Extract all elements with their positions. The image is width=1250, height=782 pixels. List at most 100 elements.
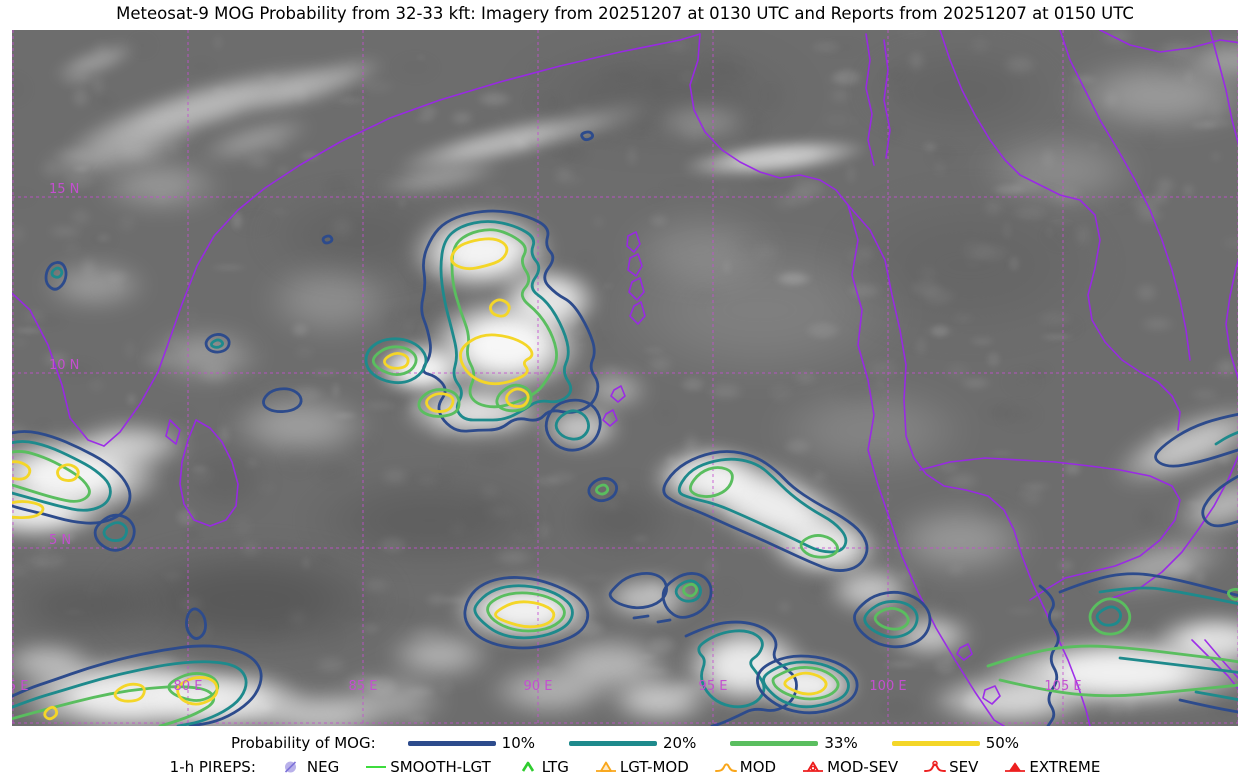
mog-contour-10pct [1154,412,1238,468]
mog-contour-50pct [56,463,80,482]
legend-pireps-row: 1-h PIREPS: NEG SMOOTH-LGT LTG LGT-MOD MOD MO… [0,755,1250,779]
mog-contour-10pct [93,513,136,552]
mog-contour-50pct [505,387,530,408]
legend-pirep-item: MOD-SEV [802,758,898,776]
legend-pirep-item: NEG [282,758,339,776]
coastline-india-west-coast [12,292,105,447]
coastline-malacca-island [982,685,1001,705]
mog-contour-20pct [762,660,850,709]
mog-contour-20pct [439,220,573,422]
pirep-green-line-icon [365,759,387,775]
mog-contour-20pct [210,338,225,349]
longitude-label: 105 E [1044,679,1081,694]
mog-contour-33pct [12,450,91,503]
coastline-nicobar-island-2 [602,409,618,427]
pirep-orange-hump-icon [714,759,737,775]
coastline-sumatra-coast-1 [1191,639,1238,690]
mog-contour-10pct [463,576,590,650]
pirep-item-label: SMOOTH-LGT [390,758,491,776]
legend-probability-item: 20% [569,734,696,752]
mog-contour-50pct [43,705,59,721]
map-overlay-svg: 75 E 80 E 85 E 90 E 95 E 100 E 105 E 15 N 10 N 5 … [12,30,1238,726]
gridlines [12,30,1238,726]
longitude-label: 75 E [12,679,28,694]
probability-item-label: 10% [501,734,536,752]
coastline-china-border [1099,30,1238,53]
mog-contour-33pct [986,644,1238,668]
mog-contour-50pct [494,600,556,629]
coastline-andaman-island-1 [626,231,641,253]
mog-contour-10pct [204,333,231,354]
longitude-label: 80 E [174,679,203,694]
pirep-item-label: MOD [739,758,777,776]
mog-contour-33pct [1088,597,1132,636]
longitude-label: 100 E [869,679,906,694]
pirep-item-label: LTG [541,758,569,776]
mog-contour-33pct [417,388,461,418]
latitude-label: 5 N [49,533,71,548]
mog-contour-33pct [998,678,1238,698]
mog-contour-50pct [113,682,146,703]
mog-contour-20pct [12,660,248,726]
mog-contour-20pct [12,440,112,512]
mog-contour-20pct [1118,656,1238,674]
coastline-phuket-island [956,643,973,661]
mog-contour-33pct [12,685,216,726]
coastline-bangladesh-river-1 [865,33,875,166]
mog-contour-50pct [425,392,455,413]
pirep-item-label: SEV [949,758,979,776]
coastline-myanmar-thailand-border [847,204,907,436]
mog-contour-50pct [450,237,509,271]
mog-contour-10pct [632,614,650,620]
legend-pirep-item: MOD [714,758,777,776]
mog-contour-50pct [459,333,534,386]
mog-contour-10pct [853,590,932,649]
coastline-myanmar-malay-coast [847,204,1005,726]
satellite-map: 75 E 80 E 85 E 90 E 95 E 100 E 105 E 15 N 10 N 5 … [12,30,1238,726]
mog-contour-20pct [1098,586,1238,606]
mog-contour-10pct [661,572,713,619]
pirep-item-label: NEG [306,758,340,776]
probability-line-swatch [891,740,980,746]
coastline-sumatra-coast-2 [1204,639,1238,679]
pirep-item-label: EXTREME [1029,758,1101,776]
mog-contour-50pct [489,298,511,318]
probability-line-swatch [569,740,658,746]
coastline-andaman-island-4 [629,301,646,325]
legend-pirep-item: EXTREME [1004,758,1100,776]
mog-contour-10pct [44,261,68,291]
mog-contour-20pct [674,579,702,603]
pirep-orange-open-triangle-icon [595,759,617,775]
legend-pirep-item: SEV [924,758,978,776]
mog-contour-20pct [1095,605,1122,627]
pirep-red-open-triangle-dot-icon [802,759,824,775]
mog-contour-10pct [1058,572,1238,597]
longitude-label: 90 E [524,679,553,694]
pirep-neg-circle-slash-icon [282,759,304,775]
mog-contour-10pct [321,234,334,245]
legend-probability-item: 50% [891,734,1020,752]
legend-probability-items: 10% 20% 33% 50% [407,734,1020,752]
legend-probability-row: Probability of MOG: 10% 20% 33% 50% [0,731,1250,755]
pirep-red-filled-triangle-icon [1004,759,1026,775]
probability-item-label: 50% [985,734,1020,752]
mog-contour-10pct [587,477,619,503]
coastline-cambodia-border [919,457,1181,601]
mog-contour-10pct [656,618,672,624]
mog-contour-10pct [185,607,207,640]
mog-contour-10pct [12,644,263,726]
legend-pirep-item: LGT-MOD [595,758,689,776]
coastline-nicobar-island-1 [610,385,626,403]
mog-contour-10pct [608,571,668,610]
mog-contour-33pct [495,383,533,413]
mog-contour-10pct [580,130,594,142]
latitude-label: 15 N [49,182,79,197]
coastlines [12,30,1238,726]
mog-contour-50pct [383,351,410,370]
mog-contour-50pct [783,671,828,696]
pirep-item-label: MOD-SEV [827,758,899,776]
coastline-mekong-laos-border [939,30,1181,431]
page-title: Meteosat-9 MOG Probability from 32-33 kf… [116,4,1134,23]
mog-contour-33pct [771,666,840,701]
